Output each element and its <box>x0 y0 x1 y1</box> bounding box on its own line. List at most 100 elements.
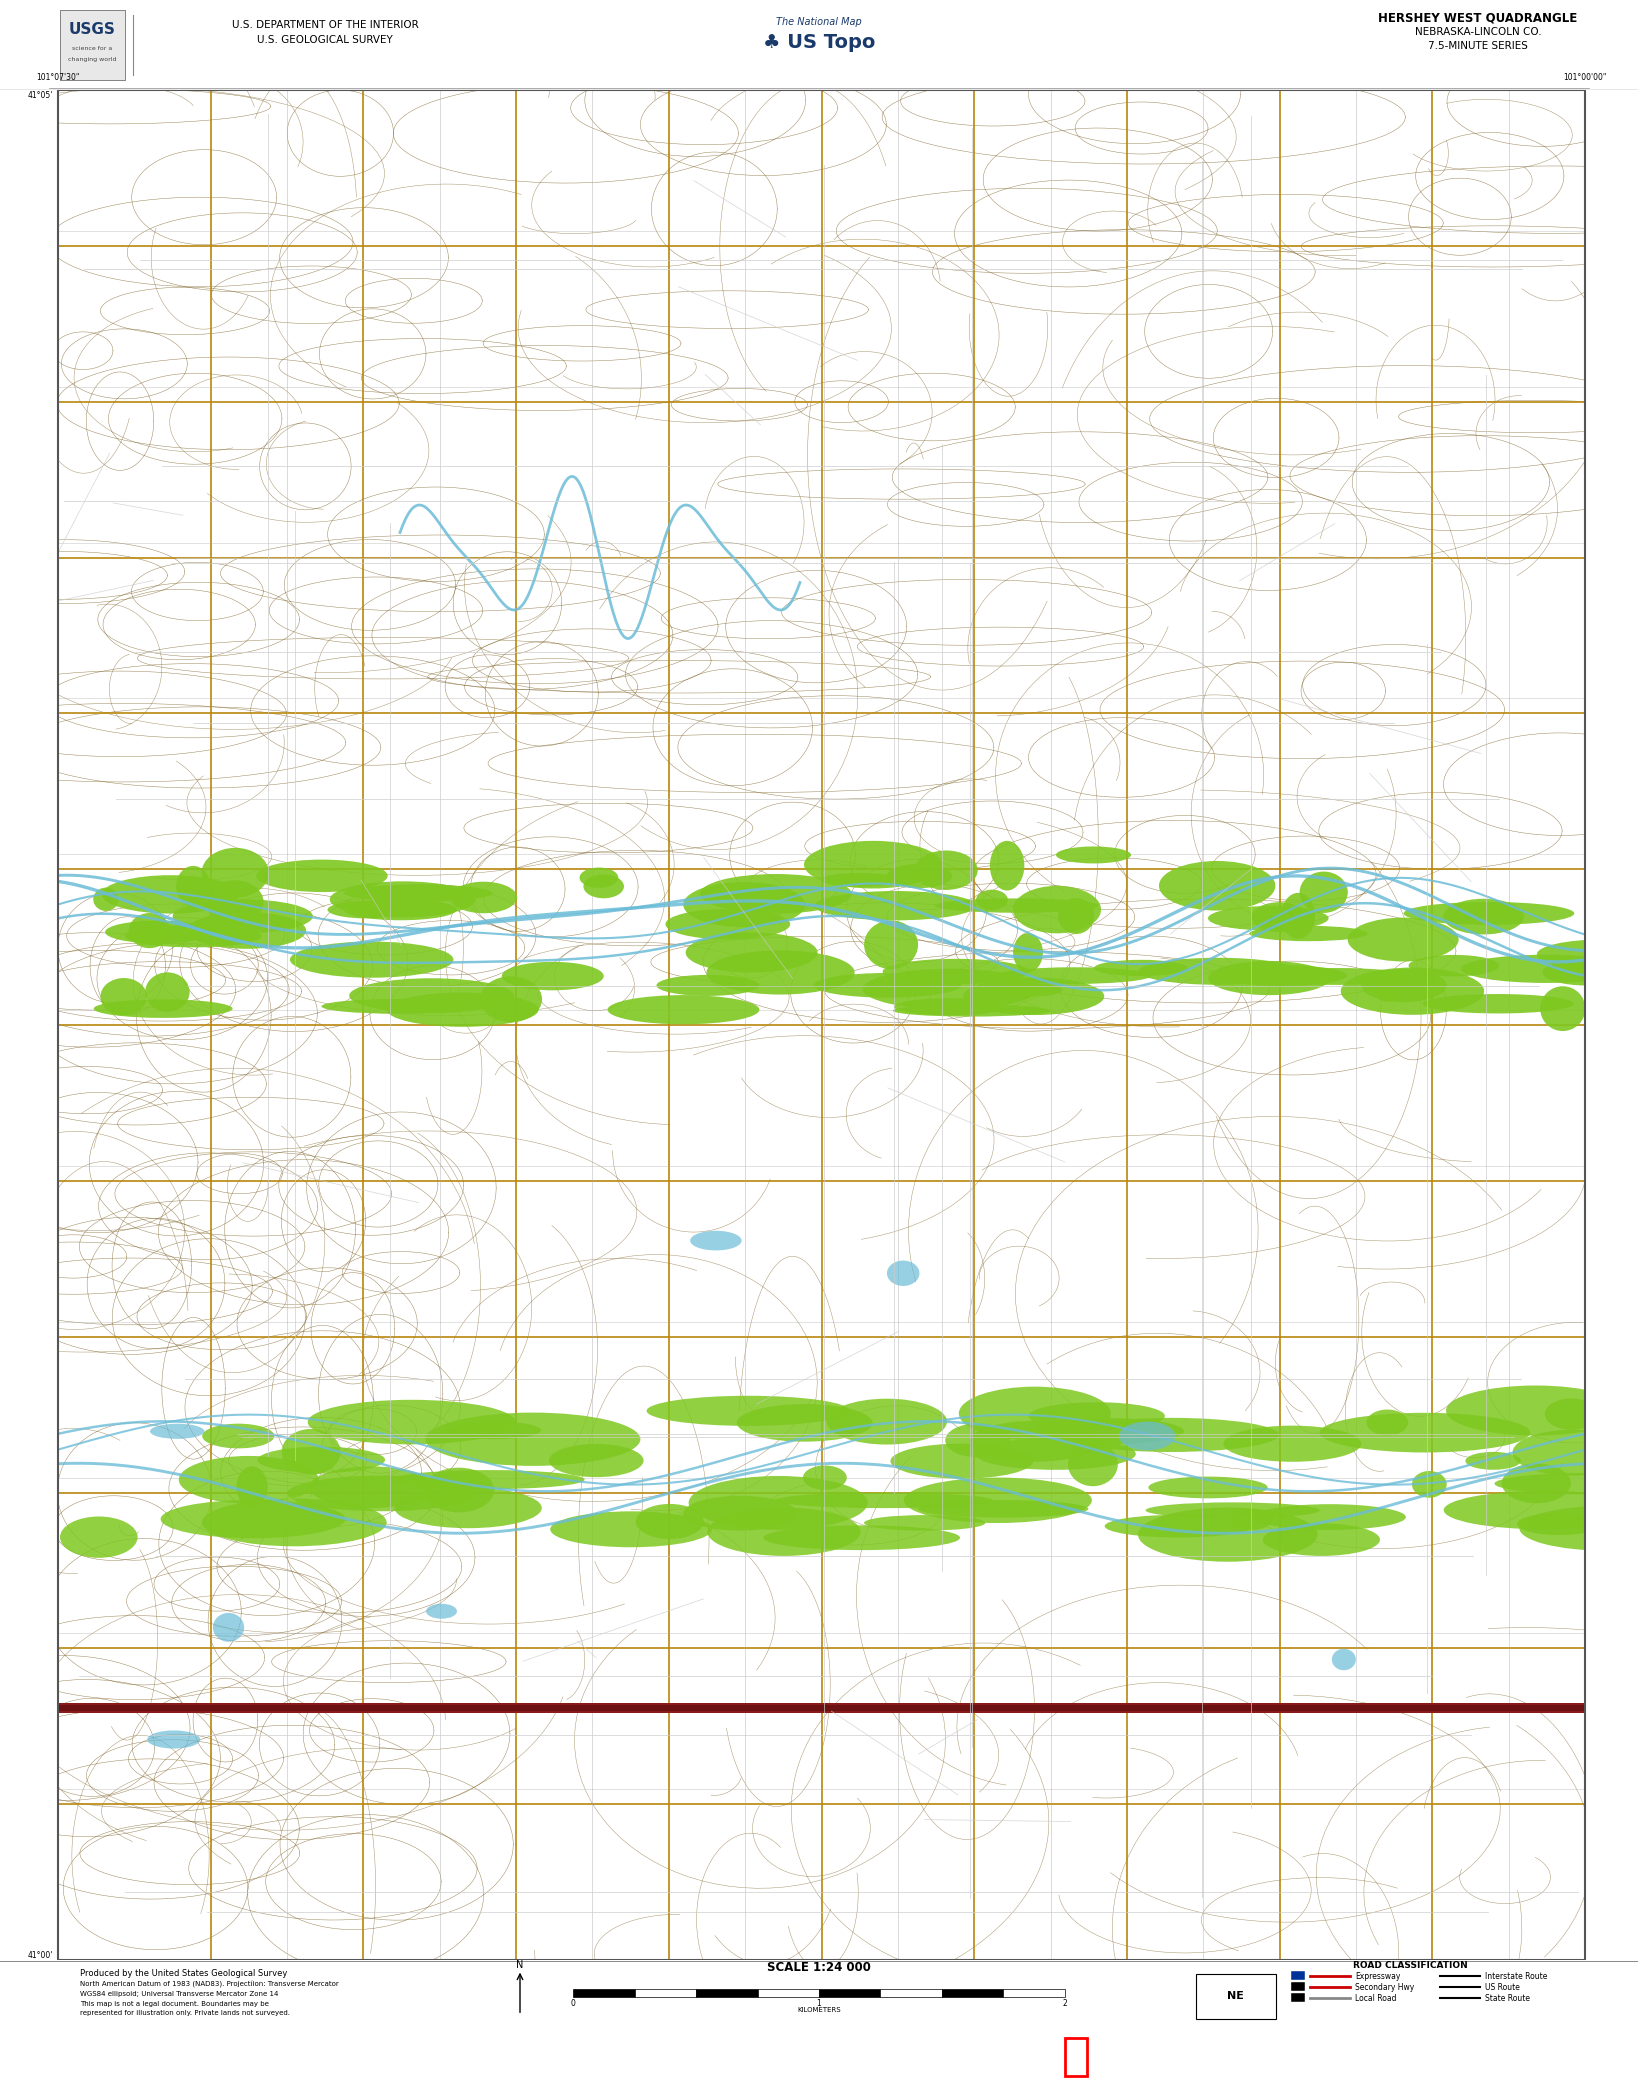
Bar <box>1291 1971 1305 1979</box>
Ellipse shape <box>708 1508 860 1556</box>
Ellipse shape <box>863 969 1038 1009</box>
Ellipse shape <box>426 1604 457 1618</box>
Ellipse shape <box>102 875 239 915</box>
Ellipse shape <box>1230 1510 1273 1531</box>
Ellipse shape <box>1094 960 1188 975</box>
Ellipse shape <box>917 1499 1088 1518</box>
Ellipse shape <box>1012 885 1101 933</box>
Ellipse shape <box>996 967 1152 983</box>
Ellipse shape <box>1215 965 1346 986</box>
Ellipse shape <box>1502 1464 1571 1503</box>
Ellipse shape <box>775 1493 993 1508</box>
Ellipse shape <box>1512 1430 1633 1476</box>
Ellipse shape <box>690 1230 742 1251</box>
Ellipse shape <box>814 892 976 921</box>
Bar <box>57 1702 1586 1712</box>
Ellipse shape <box>1281 894 1315 940</box>
Text: U.S. DEPARTMENT OF THE INTERIOR: U.S. DEPARTMENT OF THE INTERIOR <box>231 21 418 29</box>
Bar <box>696 1988 757 1996</box>
Ellipse shape <box>686 933 817 973</box>
Bar <box>819 1988 881 1996</box>
Ellipse shape <box>321 998 473 1015</box>
Ellipse shape <box>1289 967 1332 979</box>
Ellipse shape <box>580 867 618 887</box>
Ellipse shape <box>450 881 518 912</box>
Ellipse shape <box>387 992 539 1027</box>
Ellipse shape <box>129 912 170 948</box>
Ellipse shape <box>1251 902 1307 931</box>
Ellipse shape <box>1260 969 1412 986</box>
Ellipse shape <box>1224 1426 1361 1462</box>
Ellipse shape <box>1057 846 1132 864</box>
Ellipse shape <box>975 1439 1135 1470</box>
Ellipse shape <box>201 1424 275 1449</box>
Ellipse shape <box>1517 1514 1602 1535</box>
Ellipse shape <box>863 1516 986 1531</box>
Ellipse shape <box>1320 1414 1530 1453</box>
Ellipse shape <box>886 864 952 887</box>
Ellipse shape <box>914 850 978 889</box>
Ellipse shape <box>329 881 475 917</box>
Ellipse shape <box>1119 1422 1176 1451</box>
Ellipse shape <box>763 1526 960 1549</box>
Ellipse shape <box>549 1445 644 1476</box>
Ellipse shape <box>1160 860 1276 910</box>
Text: This map is not a legal document. Boundaries may be: This map is not a legal document. Bounda… <box>80 2000 269 2007</box>
Ellipse shape <box>93 1000 233 1019</box>
Ellipse shape <box>201 1499 387 1547</box>
Ellipse shape <box>344 900 457 921</box>
Ellipse shape <box>124 925 262 948</box>
Ellipse shape <box>583 875 624 898</box>
Ellipse shape <box>1446 1386 1625 1437</box>
Ellipse shape <box>1068 1443 1117 1487</box>
Ellipse shape <box>105 921 211 944</box>
Bar <box>1291 1994 1305 2002</box>
Ellipse shape <box>827 1399 947 1445</box>
Text: 7.5-MINUTE SERIES: 7.5-MINUTE SERIES <box>1428 42 1528 50</box>
Text: The National Map: The National Map <box>776 17 862 27</box>
Ellipse shape <box>1412 1472 1446 1497</box>
Ellipse shape <box>1037 1418 1184 1445</box>
Ellipse shape <box>804 841 942 889</box>
Ellipse shape <box>886 1261 919 1286</box>
Ellipse shape <box>1348 917 1458 960</box>
Text: 41°05': 41°05' <box>28 90 52 100</box>
Bar <box>573 1988 634 1996</box>
Ellipse shape <box>146 973 190 1013</box>
Ellipse shape <box>1366 1409 1409 1434</box>
Bar <box>61 10 124 79</box>
Ellipse shape <box>683 1495 798 1531</box>
Text: Local Road: Local Road <box>1355 1994 1397 2002</box>
Ellipse shape <box>657 975 760 996</box>
Ellipse shape <box>349 979 514 1013</box>
Ellipse shape <box>1466 1451 1522 1470</box>
Text: U.S. GEOLOGICAL SURVEY: U.S. GEOLOGICAL SURVEY <box>257 35 393 46</box>
Bar <box>0 90 57 1961</box>
Bar <box>57 1704 1586 1710</box>
Ellipse shape <box>945 1424 1011 1457</box>
Ellipse shape <box>1461 954 1631 983</box>
Text: State Route: State Route <box>1486 1994 1530 2002</box>
Ellipse shape <box>893 1004 1050 1017</box>
Ellipse shape <box>989 841 1024 889</box>
Ellipse shape <box>100 977 147 1015</box>
Text: WGS84 ellipsoid; Universal Transverse Mercator Zone 14: WGS84 ellipsoid; Universal Transverse Me… <box>80 1992 278 1998</box>
Ellipse shape <box>151 1424 205 1439</box>
Text: KILOMETERS: KILOMETERS <box>798 2007 840 2013</box>
Ellipse shape <box>737 1403 873 1441</box>
Ellipse shape <box>93 887 118 910</box>
Ellipse shape <box>683 881 806 927</box>
Ellipse shape <box>883 958 1029 983</box>
Ellipse shape <box>1263 1524 1379 1556</box>
Ellipse shape <box>187 912 306 948</box>
Bar <box>1065 2038 1088 2075</box>
Text: ROAD CLASSIFICATION: ROAD CLASSIFICATION <box>1353 1961 1468 1969</box>
Ellipse shape <box>1014 933 1043 973</box>
Ellipse shape <box>1540 986 1586 1031</box>
Text: 101°07'30": 101°07'30" <box>36 73 80 81</box>
Ellipse shape <box>1332 1650 1356 1670</box>
Ellipse shape <box>147 1731 200 1748</box>
Ellipse shape <box>290 942 454 977</box>
Ellipse shape <box>935 898 1099 912</box>
Ellipse shape <box>213 1612 244 1641</box>
